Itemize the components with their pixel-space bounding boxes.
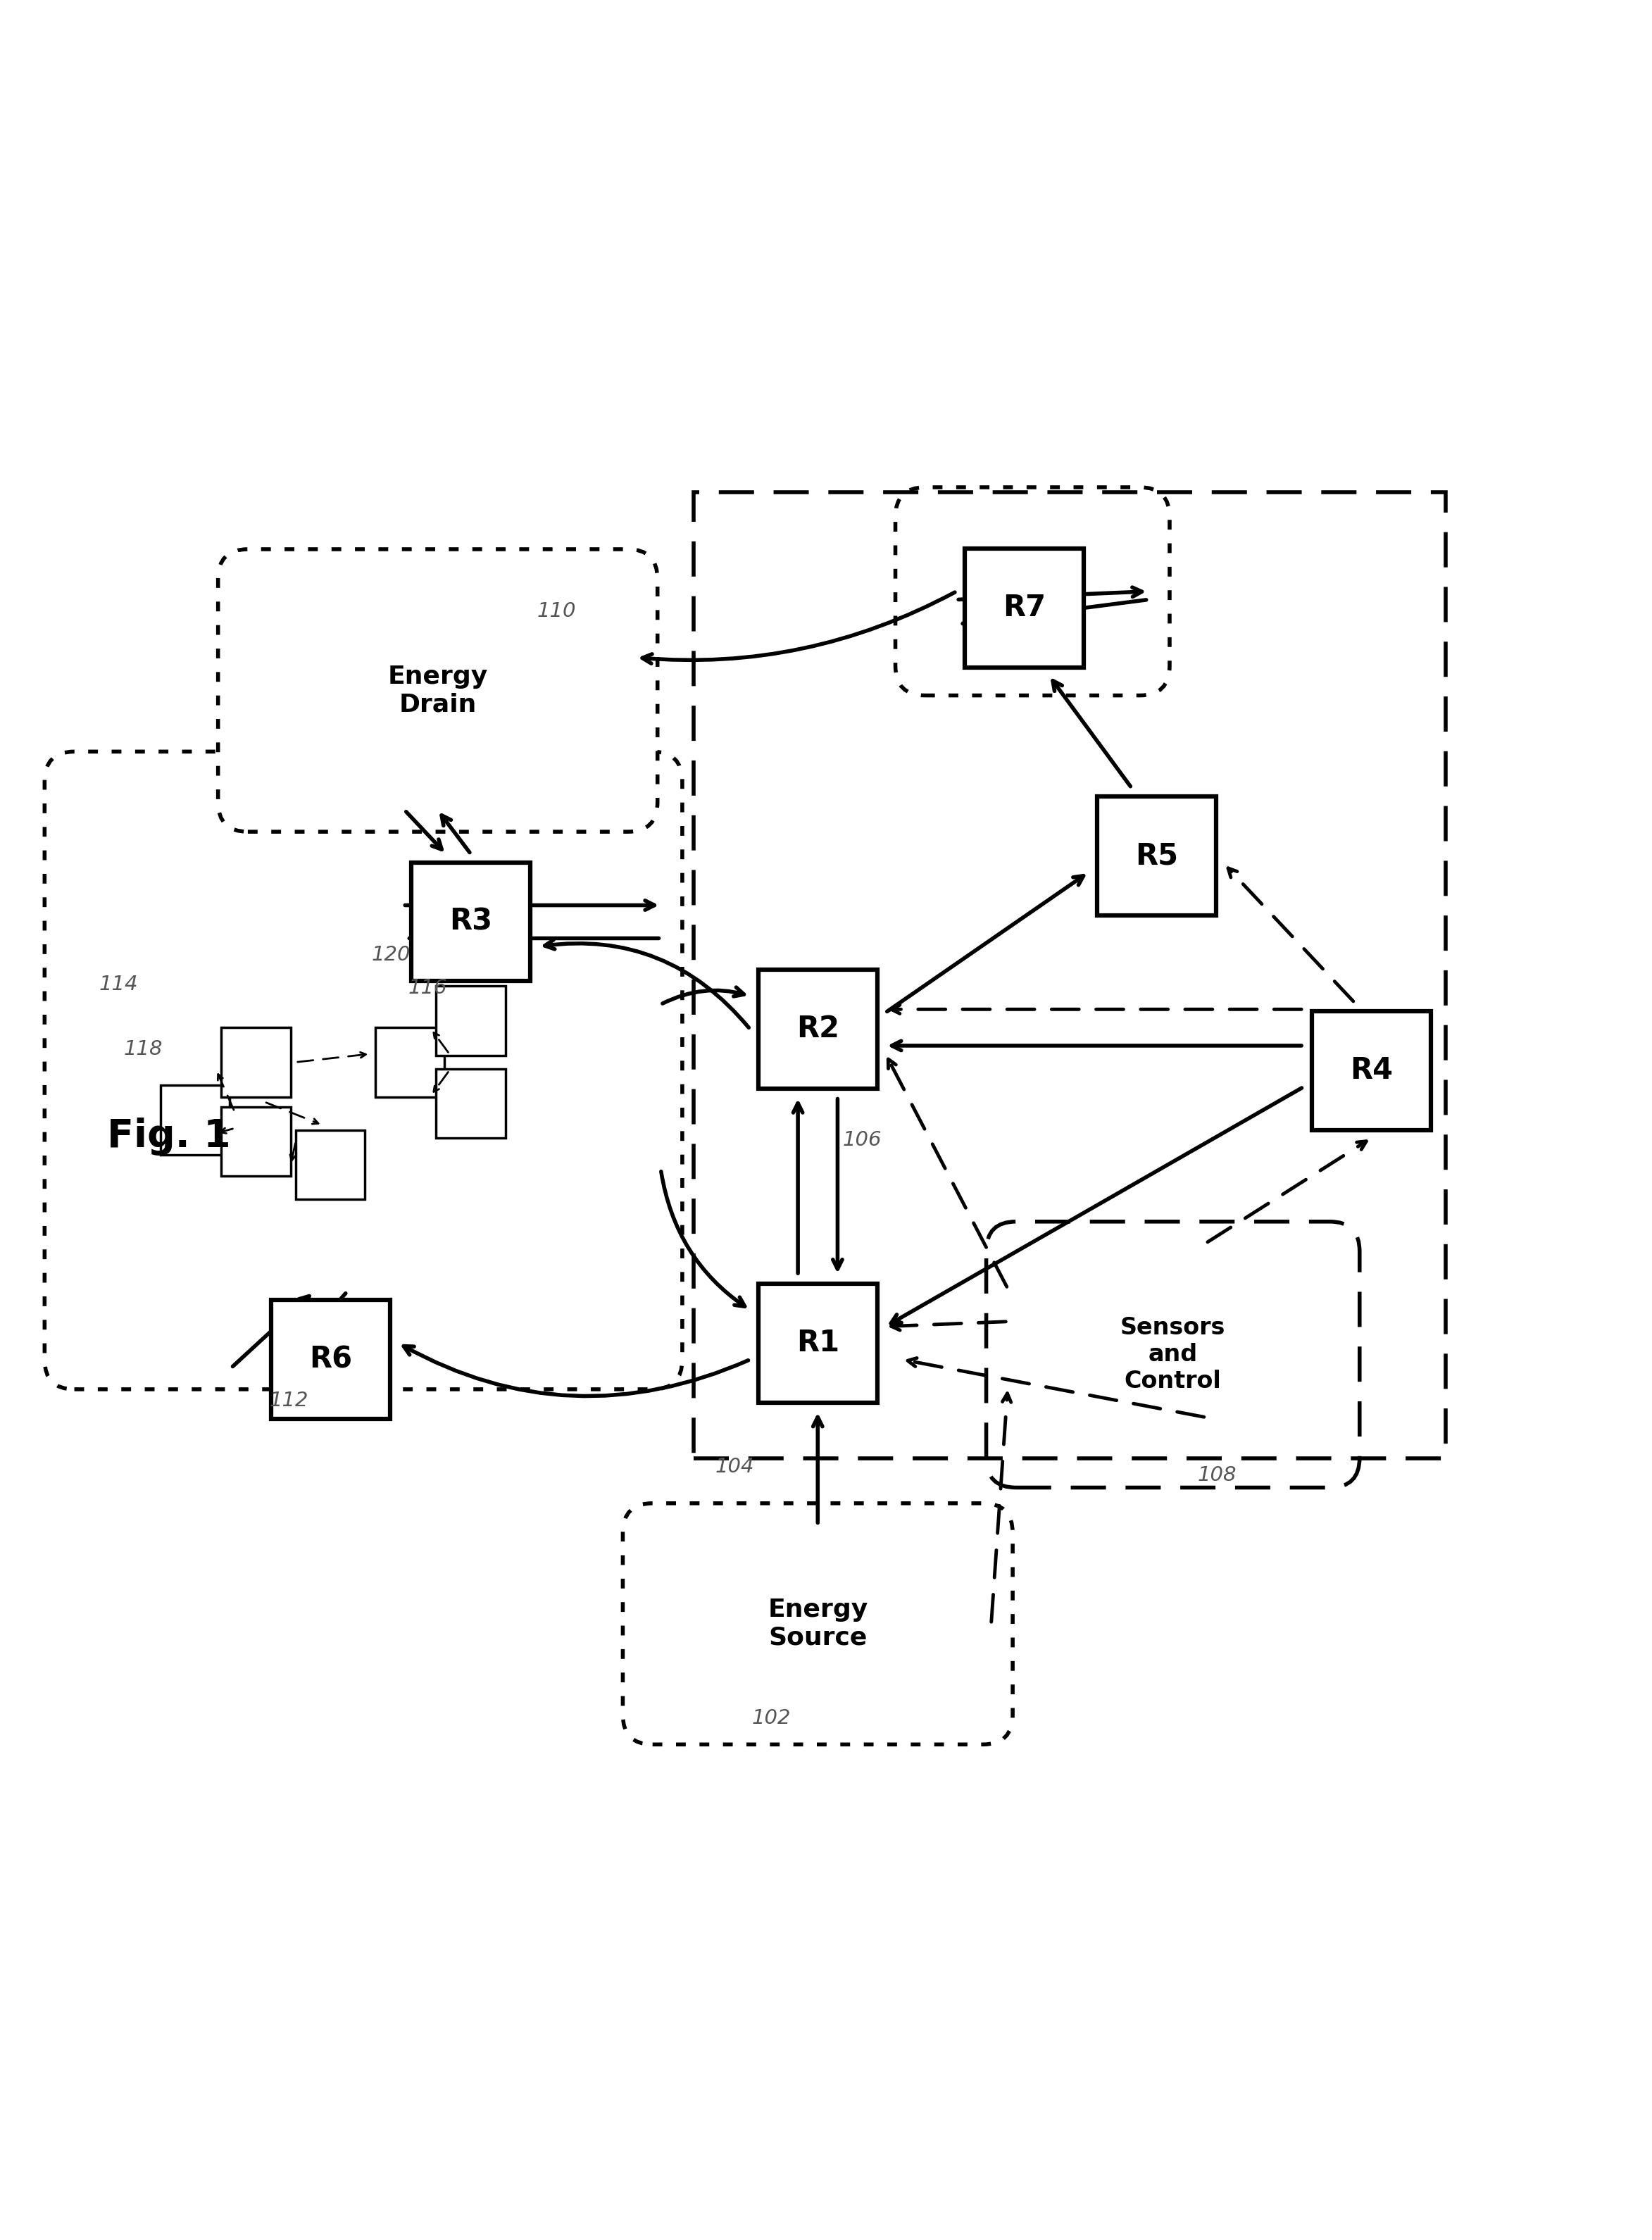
FancyBboxPatch shape [1097, 795, 1216, 916]
Text: R1: R1 [796, 1328, 839, 1357]
FancyBboxPatch shape [296, 1129, 365, 1198]
Text: R7: R7 [1003, 594, 1046, 623]
Text: R6: R6 [309, 1344, 352, 1375]
FancyBboxPatch shape [758, 1284, 877, 1402]
Text: 120: 120 [372, 945, 411, 965]
Text: Energy
Drain: Energy Drain [995, 571, 1070, 612]
Text: 110: 110 [537, 600, 577, 620]
Text: 112: 112 [269, 1391, 309, 1411]
FancyBboxPatch shape [221, 1107, 291, 1176]
FancyBboxPatch shape [965, 549, 1084, 668]
FancyBboxPatch shape [375, 1028, 444, 1098]
Text: 108: 108 [1198, 1465, 1237, 1485]
FancyBboxPatch shape [411, 862, 530, 981]
FancyBboxPatch shape [160, 1086, 230, 1154]
FancyBboxPatch shape [436, 986, 506, 1055]
FancyBboxPatch shape [1312, 1010, 1431, 1129]
FancyBboxPatch shape [895, 488, 1170, 694]
Text: R2: R2 [796, 1015, 839, 1044]
Text: 102: 102 [752, 1709, 791, 1727]
Text: R4: R4 [1350, 1055, 1393, 1084]
FancyBboxPatch shape [221, 1028, 291, 1098]
FancyBboxPatch shape [436, 1068, 506, 1138]
Text: Sensors
and
Control: Sensors and Control [1120, 1317, 1226, 1393]
FancyBboxPatch shape [758, 970, 877, 1089]
Text: R3: R3 [449, 907, 492, 936]
Text: 114: 114 [99, 974, 139, 995]
Text: Energy
Drain: Energy Drain [388, 665, 487, 717]
FancyBboxPatch shape [271, 1299, 390, 1418]
FancyBboxPatch shape [45, 753, 682, 1389]
Text: 106: 106 [843, 1129, 882, 1149]
Text: 116: 116 [408, 979, 448, 997]
Text: R5: R5 [1135, 840, 1178, 871]
Text: 118: 118 [124, 1039, 164, 1060]
FancyBboxPatch shape [986, 1221, 1360, 1487]
Text: Energy
Source: Energy Source [768, 1597, 867, 1649]
FancyBboxPatch shape [623, 1503, 1013, 1745]
FancyBboxPatch shape [218, 549, 657, 831]
Text: 104: 104 [715, 1456, 755, 1476]
Text: Fig. 1: Fig. 1 [107, 1118, 231, 1156]
